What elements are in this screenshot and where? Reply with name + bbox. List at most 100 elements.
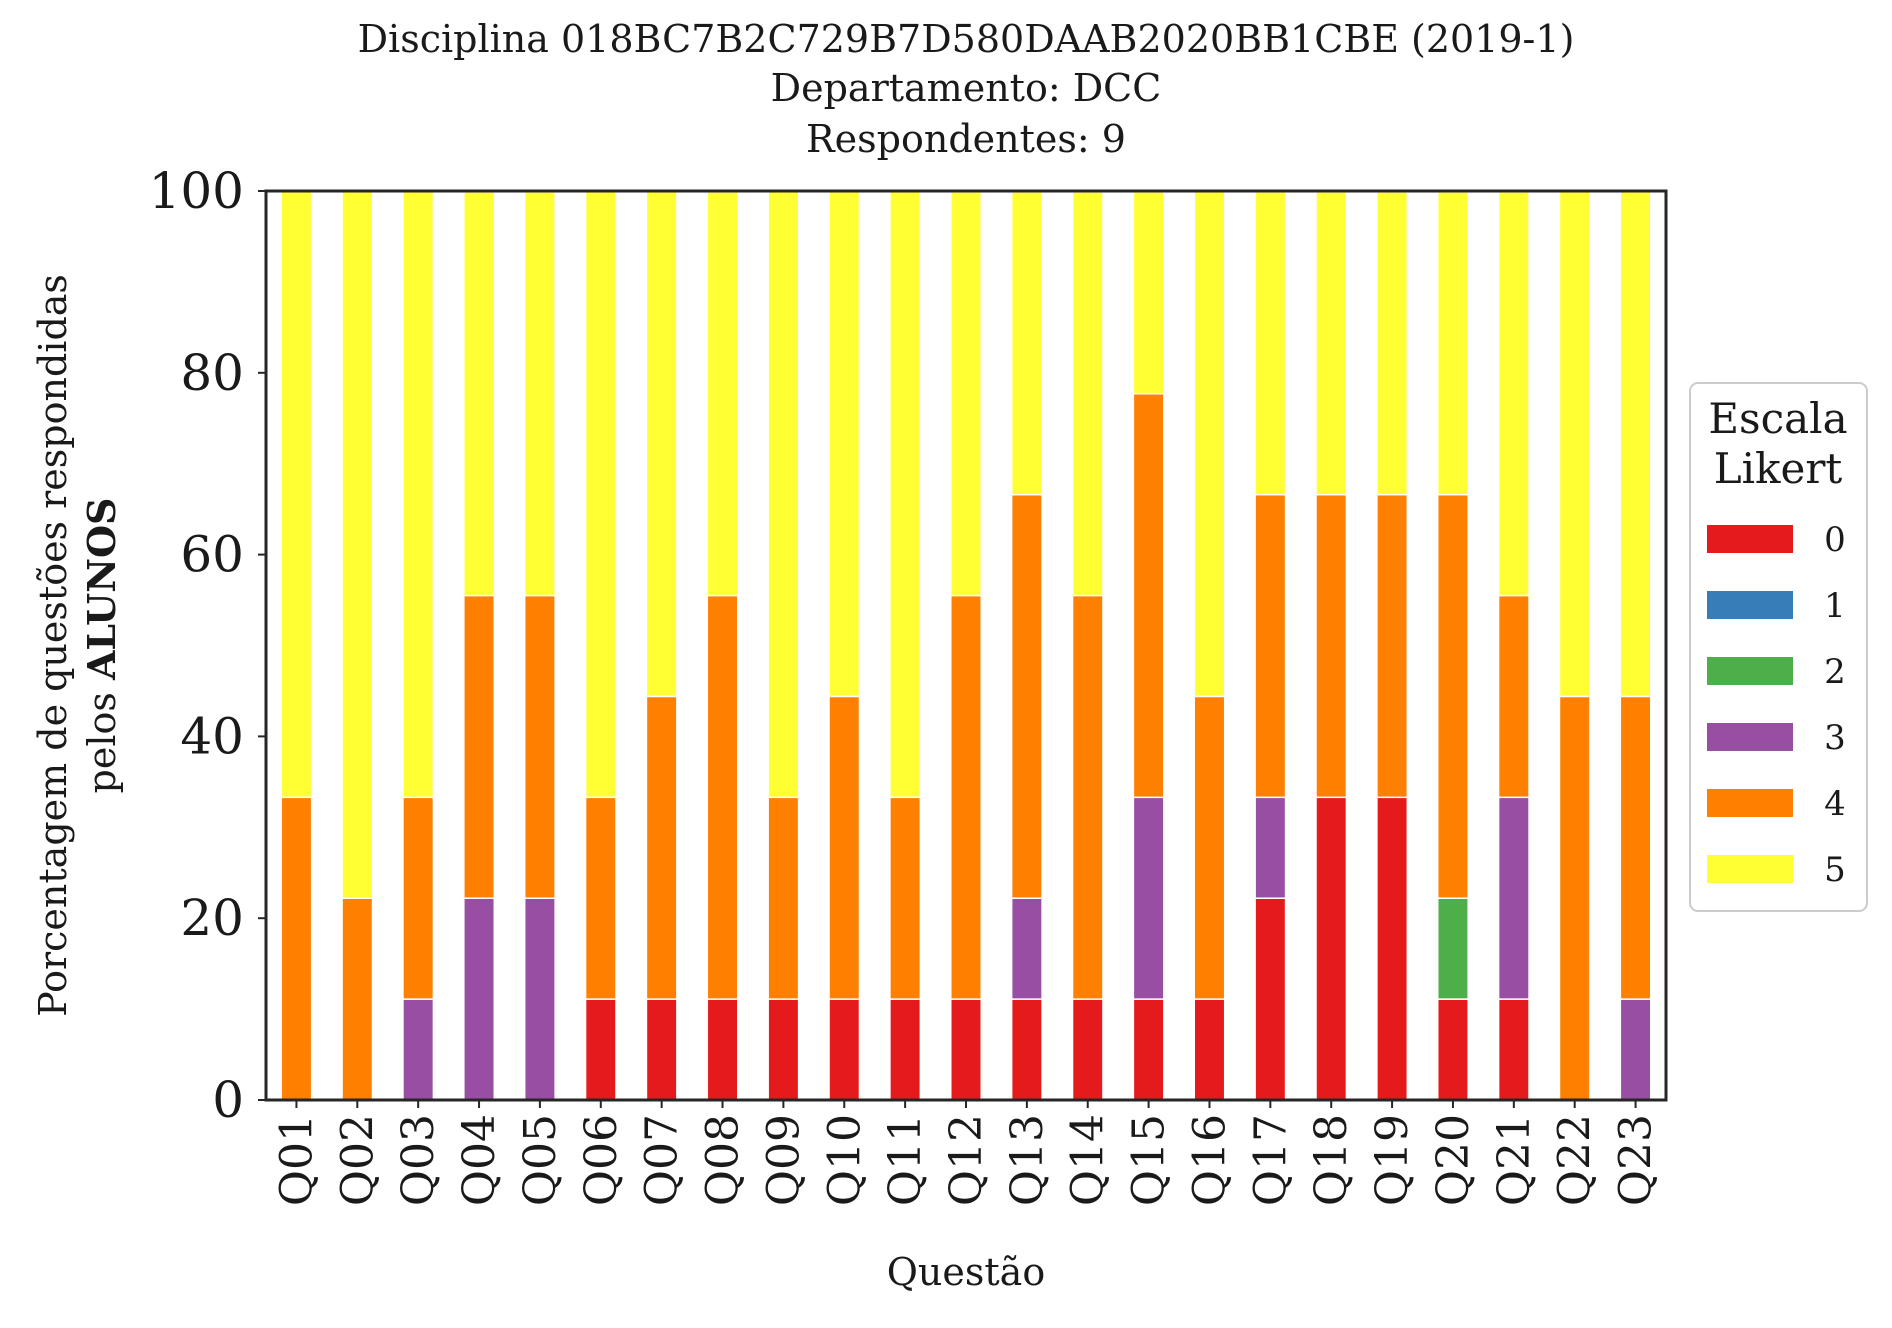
legend-title-line: Escala: [1708, 394, 1847, 443]
bar-segment-q05-likert-4: [523, 594, 556, 899]
bar-segment-q09-likert-5: [767, 190, 800, 799]
y-axis-label: Porcentagem de questões respondidas pelos…: [31, 274, 124, 1017]
bar-segment-q03-likert-5: [402, 190, 435, 799]
x-tick-label: Q04: [454, 1114, 505, 1206]
chart-title: Disciplina 018BC7B2C729B7D580DAAB2020BB1…: [358, 17, 1575, 161]
bar-segment-q11-likert-5: [889, 190, 922, 799]
bar-segment-q02-likert-5: [341, 190, 374, 899]
bar-segment-q15-likert-3: [1132, 796, 1165, 1000]
bar-segment-q15-likert-5: [1132, 191, 1165, 395]
bar-segment-q04-likert-4: [463, 594, 496, 899]
bar-segment-q18-likert-5: [1315, 191, 1348, 496]
bar-segment-q20-likert-5: [1436, 191, 1469, 496]
bar-segment-q08-likert-4: [706, 594, 739, 1000]
bar-segment-q10-likert-0: [828, 998, 861, 1101]
y-tick-label: 100: [149, 162, 244, 220]
bar-segment-q12-likert-4: [950, 594, 982, 1000]
bar-segment-q01-likert-4: [280, 796, 313, 1101]
bar-segment-q21-likert-0: [1497, 998, 1530, 1101]
bar-segment-q21-likert-5: [1497, 191, 1530, 597]
x-tick-label: Q05: [515, 1114, 566, 1206]
legend-label-likert-2: 2: [1824, 652, 1846, 692]
x-axis-label: Questão: [887, 1250, 1045, 1294]
bar-segment-q20-likert-4: [1436, 493, 1469, 899]
chart-title-line: Departamento: DCC: [771, 66, 1162, 110]
bar-segment-q10-likert-5: [828, 190, 861, 698]
bar-segment-q09-likert-0: [767, 998, 800, 1101]
chart-title-line: Respondentes: 9: [806, 117, 1126, 161]
x-axis: Q01 Q02 Q03 Q04 Q05 Q06 Q07 Q08 Q09 Q10 Q11 Q12 Q13 Q…: [271, 1100, 1662, 1206]
x-tick-label: Q11: [880, 1114, 931, 1206]
bar-segment-q23-likert-5: [1619, 190, 1652, 698]
legend-swatch-likert-0: [1707, 525, 1793, 553]
bar-segment-q06-likert-4: [584, 796, 617, 1000]
bar-segment-q17-likert-0: [1254, 897, 1287, 1101]
x-tick-label: Q19: [1367, 1114, 1418, 1206]
bar-segment-q06-likert-5: [584, 190, 617, 799]
legend-frame: [1689, 382, 1868, 912]
bar-segment-q22-likert-5: [1558, 190, 1591, 698]
legend-swatch-likert-1: [1707, 591, 1793, 619]
bars: [280, 190, 1652, 1101]
bar-segment-q12-likert-0: [950, 998, 982, 1101]
bar-segment-q04-likert-3: [463, 897, 496, 1101]
bar-segment-q14-likert-4: [1071, 594, 1104, 1000]
bar-segment-q11-likert-4: [889, 796, 922, 1000]
bar-segment-q15-likert-4: [1132, 392, 1165, 799]
bar-segment-q01-likert-5: [280, 190, 313, 799]
bar-segment-q23-likert-4: [1619, 695, 1652, 1000]
x-tick-label: Q16: [1184, 1114, 1235, 1206]
x-tick-label: Q09: [758, 1114, 809, 1206]
x-tick-label: Q13: [1002, 1114, 1053, 1206]
chart-title-line: Disciplina 018BC7B2C729B7D580DAAB2020BB1…: [358, 17, 1575, 61]
bar-segment-q16-likert-5: [1193, 190, 1226, 698]
bar-segment-q13-likert-0: [1010, 998, 1043, 1101]
bar-segment-q08-likert-5: [706, 191, 739, 597]
legend-label-likert-1: 1: [1824, 586, 1846, 626]
legend-swatch-likert-5: [1707, 855, 1793, 883]
y-tick-label: 80: [180, 344, 244, 402]
legend-label-likert-3: 3: [1824, 718, 1846, 758]
legend-title-line: Likert: [1714, 444, 1843, 493]
bar-segment-q21-likert-4: [1497, 594, 1530, 799]
bar-segment-q20-likert-2: [1436, 897, 1469, 1000]
bar-segment-q19-likert-0: [1376, 796, 1409, 1101]
x-tick-label: Q12: [941, 1114, 992, 1206]
x-tick-label: Q03: [393, 1114, 444, 1206]
bar-segment-q19-likert-5: [1376, 191, 1409, 496]
y-axis: 0 20 40 60 80 100: [149, 162, 266, 1129]
bar-segment-q08-likert-0: [706, 998, 739, 1101]
x-tick-label: Q08: [698, 1114, 749, 1206]
bar-segment-q14-likert-5: [1071, 191, 1104, 597]
y-axis-label-prefix: pelos: [80, 680, 124, 793]
bar-segment-q19-likert-4: [1376, 493, 1409, 799]
bar-segment-q18-likert-4: [1315, 493, 1348, 799]
bar-segment-q09-likert-4: [767, 796, 800, 1000]
x-tick-label: Q15: [1124, 1114, 1175, 1206]
y-axis-label-line2: pelos ALUNOS: [79, 498, 124, 794]
y-tick-label: 20: [180, 889, 244, 947]
legend-label-likert-0: 0: [1824, 520, 1846, 560]
bar-segment-q03-likert-4: [402, 796, 435, 1000]
x-tick-label: Q17: [1245, 1114, 1296, 1206]
bar-segment-q13-likert-5: [1010, 191, 1043, 496]
x-tick-label: Q23: [1611, 1114, 1662, 1206]
legend-label-likert-4: 4: [1824, 784, 1846, 824]
bar-segment-q17-likert-4: [1254, 493, 1287, 799]
x-tick-label: Q10: [819, 1114, 870, 1206]
x-tick-label: Q07: [637, 1114, 688, 1206]
bar-segment-q07-likert-4: [645, 695, 678, 1000]
y-tick-label: 60: [180, 526, 244, 584]
bar-segment-q03-likert-3: [402, 998, 435, 1101]
legend-label-likert-5: 5: [1824, 850, 1846, 890]
bar-segment-q12-likert-5: [950, 191, 982, 597]
x-tick-label: Q14: [1063, 1114, 1114, 1206]
bar-segment-q15-likert-0: [1132, 998, 1165, 1101]
bar-segment-q11-likert-0: [889, 998, 922, 1101]
bar-segment-q02-likert-4: [341, 897, 374, 1101]
y-axis-label-line1: Porcentagem de questões respondidas: [31, 274, 75, 1017]
bar-segment-q07-likert-5: [645, 190, 678, 698]
